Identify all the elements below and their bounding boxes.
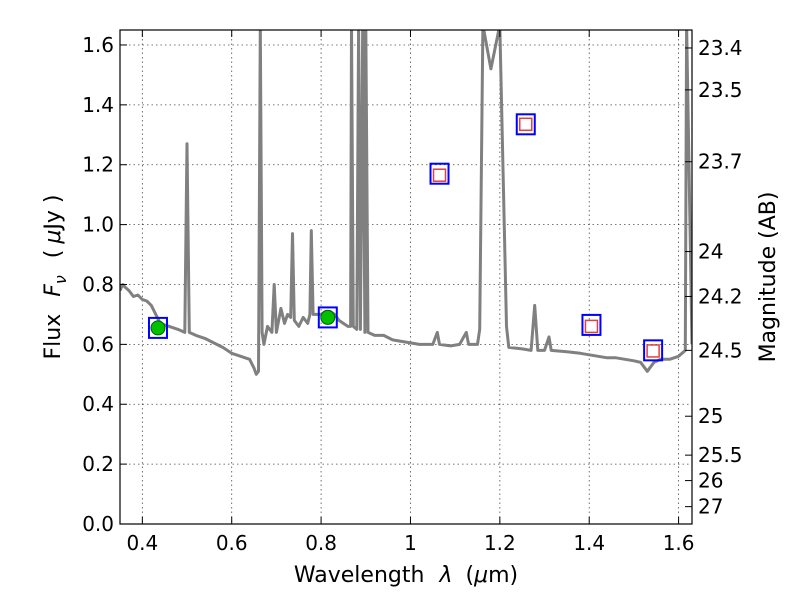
magnitude-tick-label: 23.7 bbox=[698, 150, 743, 174]
plot-area bbox=[120, 30, 692, 376]
y-axis-label: Flux Fν (μJy ) bbox=[41, 194, 72, 359]
model-photometry-marker bbox=[147, 316, 168, 339]
x-tick-label: 0.6 bbox=[216, 531, 248, 555]
x-tick-label: 1.2 bbox=[484, 531, 516, 555]
observed-photometry-point bbox=[150, 320, 166, 336]
open-photometry-marker bbox=[646, 344, 660, 358]
magnitude-tick-label: 23.5 bbox=[698, 78, 743, 102]
model-photometry-marker bbox=[515, 113, 536, 136]
magnitude-tick-label: 24 bbox=[698, 240, 723, 264]
open-photometry-marker bbox=[519, 117, 533, 132]
y-tick-label: 1.0 bbox=[82, 213, 114, 237]
photometry-markers bbox=[147, 113, 664, 362]
y-tick-label: 1.2 bbox=[82, 153, 114, 177]
magnitude-tick-label: 26 bbox=[698, 469, 723, 493]
magnitude-tick-label: 23.4 bbox=[698, 36, 743, 60]
magnitude-tick-label: 24.5 bbox=[698, 338, 743, 362]
y-tick-label: 1.4 bbox=[82, 93, 114, 117]
magnitude-tick-label: 24.2 bbox=[698, 284, 743, 308]
y-axis-ticks: 0.0 0.2 0.4 0.6 0.8 1.0 1.2 1.4 1.6 bbox=[82, 33, 127, 536]
model-photometry-marker bbox=[317, 306, 338, 329]
open-photometry-marker bbox=[432, 168, 447, 182]
x-tick-label: 0.8 bbox=[305, 531, 337, 555]
magnitude-tick-label: 25 bbox=[698, 404, 723, 428]
y-tick-label: 1.6 bbox=[82, 33, 114, 57]
model-photometry-marker bbox=[643, 339, 664, 362]
x-axis-ticks: 0.4 0.6 0.8 1 1.2 1.4 1.6 bbox=[126, 30, 695, 555]
y-tick-label: 0.8 bbox=[82, 272, 114, 296]
magnitude-tick-label: 25.5 bbox=[698, 443, 743, 467]
x-tick-label: 1.6 bbox=[663, 531, 695, 555]
observed-photometry-point bbox=[320, 309, 336, 325]
x-tick-label: 0.4 bbox=[126, 531, 158, 555]
open-photometry-marker bbox=[584, 319, 599, 334]
y-tick-label: 0.0 bbox=[82, 512, 114, 536]
grid-lines bbox=[120, 30, 692, 525]
model-photometry-marker bbox=[429, 162, 450, 185]
magnitude-axis-label: Magnitude (AB) bbox=[756, 192, 781, 363]
y-tick-label: 0.2 bbox=[82, 452, 114, 476]
x-tick-label: 1 bbox=[404, 531, 417, 555]
model-photometry-marker bbox=[581, 313, 602, 336]
x-axis-label: Wavelength λ (μm) bbox=[294, 563, 518, 588]
x-tick-label: 1.4 bbox=[573, 531, 605, 555]
magnitude-tick-label: 27 bbox=[698, 495, 723, 519]
plot-frame bbox=[119, 29, 693, 525]
y-tick-label: 0.4 bbox=[82, 392, 114, 416]
spectrum-line bbox=[120, 30, 692, 376]
y-tick-label: 0.6 bbox=[82, 332, 114, 356]
